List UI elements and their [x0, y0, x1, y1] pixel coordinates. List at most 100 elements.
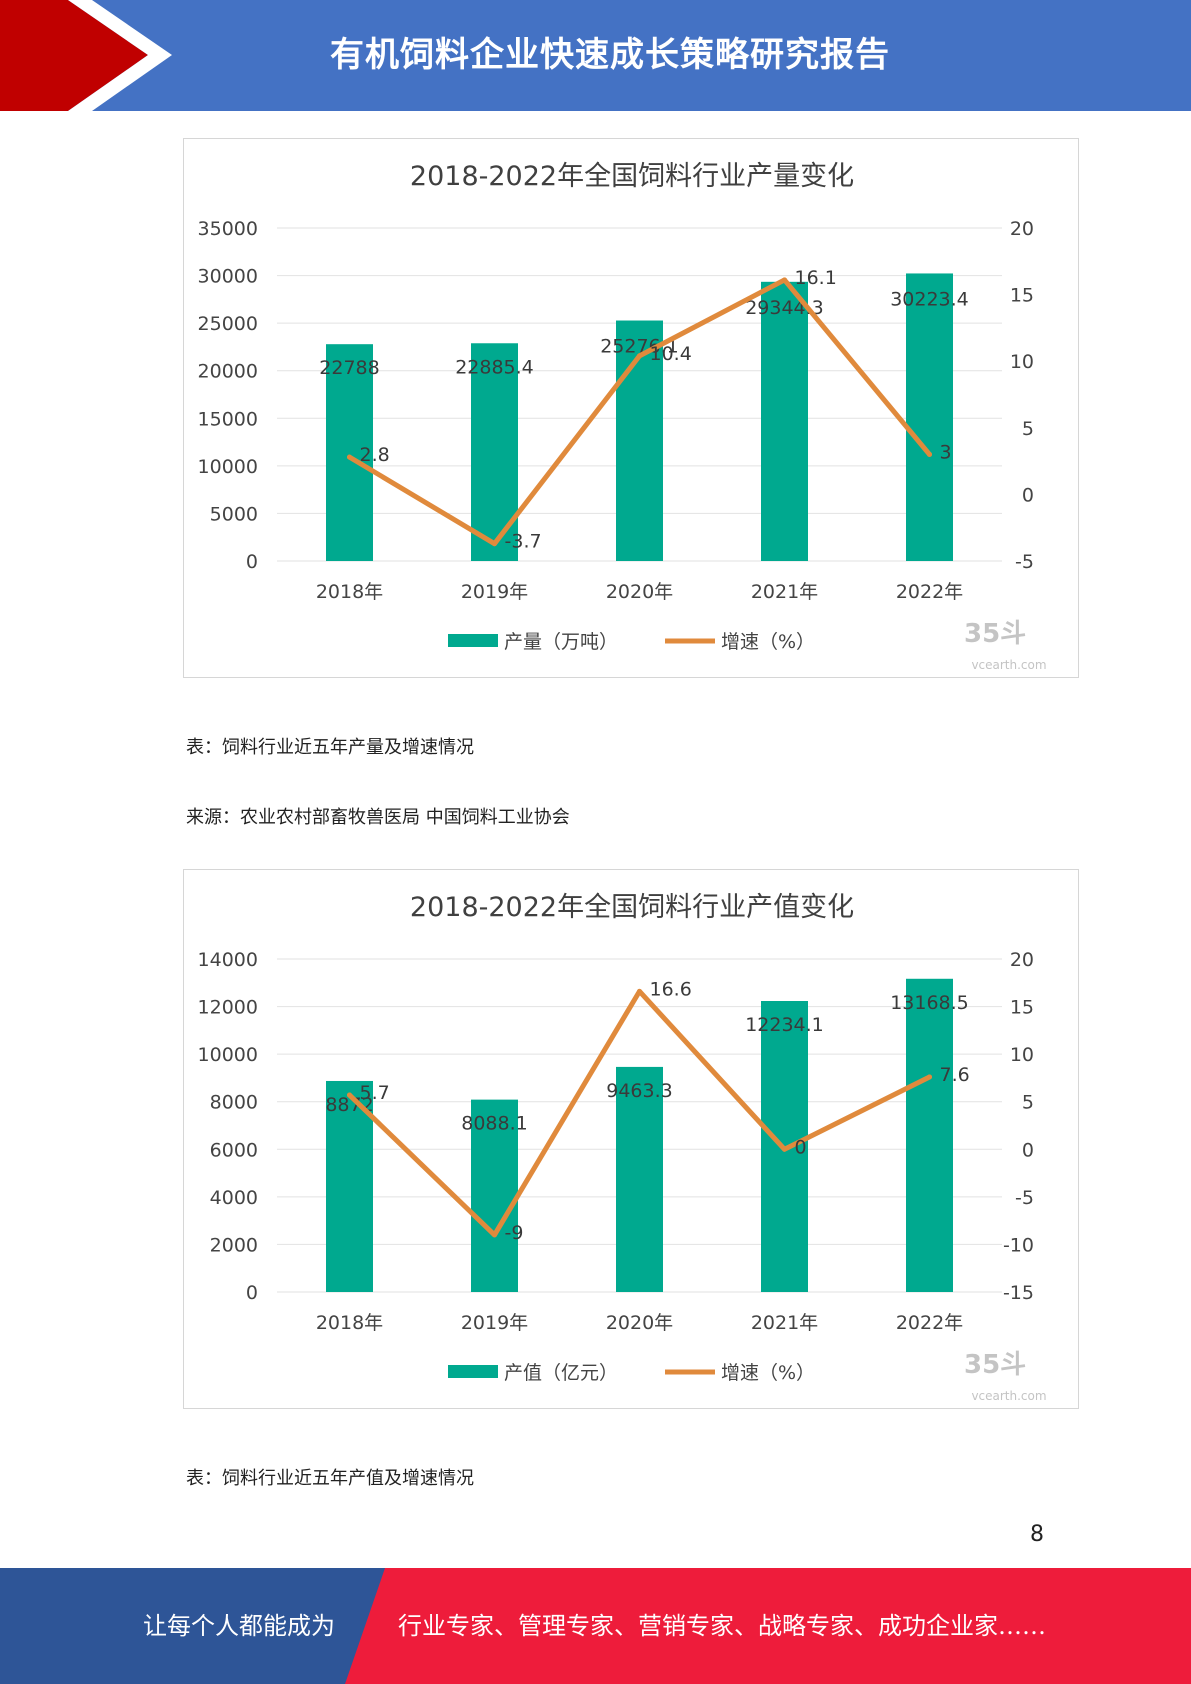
chart1-growth-data-label: 16.1 — [795, 267, 837, 289]
chart1-legend-line-label: 增速（%） — [721, 631, 815, 653]
chart2-right-tick-label: 10 — [1010, 1044, 1034, 1066]
chart1-category-label: 2022年 — [896, 581, 963, 603]
chart1-bar-data-label: 25276.1 — [600, 336, 679, 358]
output-value-chart: 2018-2022年全国饲料行业产值变化 0 2000 4000 6000 8000 100… — [183, 869, 1079, 1409]
report-footer: 让每个人都能成为 行业专家、管理专家、营销专家、战略专家、成功企业家…… — [0, 1568, 1191, 1684]
footer-slogan-right: 行业专家、管理专家、营销专家、战略专家、成功企业家…… — [398, 1612, 1046, 1640]
chart2-growth-data-label: -9 — [505, 1222, 524, 1244]
chart1-growth-data-label: 3 — [940, 441, 952, 463]
chart1-left-tick-label: 30000 — [198, 266, 258, 288]
chart2-growth-point — [927, 1074, 932, 1080]
chart2-growth-point — [782, 1146, 787, 1152]
chart2-bar-data-label: 8088.1 — [461, 1113, 527, 1135]
chart1-growth-data-label: 10.4 — [650, 343, 692, 365]
chart1-title: 2018-2022年全国饲料行业产量变化 — [410, 161, 854, 192]
chart2-growth-data-label: 5.7 — [360, 1082, 390, 1104]
chart1-bar-data-label: 30223.4 — [890, 288, 969, 310]
chart1-table-caption: 表：饲料行业近五年产量及增速情况 — [186, 737, 474, 758]
chart2-category-label: 2018年 — [316, 1312, 383, 1334]
chart1-growth-point — [347, 454, 352, 460]
production-chart-svg: 2018-2022年全国饲料行业产量变化 0 5000 10000 15000 20000… — [198, 161, 1047, 672]
chart1-left-tick-label: 10000 — [198, 456, 258, 478]
chart2-bar-data-label: 13168.5 — [890, 992, 969, 1014]
chart2-growth-data-label: 16.6 — [650, 978, 692, 1000]
footer-bands — [0, 1568, 1191, 1684]
chart2-right-tick-label: 0 — [1022, 1139, 1034, 1161]
chart1-category-label: 2018年 — [316, 581, 383, 603]
report-header: 有机饲料企业快速成长策略研究报告 — [0, 0, 1191, 111]
chart1-left-tick-label: 20000 — [198, 361, 258, 383]
chart1-bar — [906, 273, 953, 561]
chart1-bar-data-label: 22788 — [319, 357, 379, 379]
chart2-growth-data-label: 7.6 — [940, 1064, 970, 1086]
chart1-left-tick-label: 5000 — [210, 503, 258, 525]
chart2-left-tick-label: 4000 — [210, 1187, 258, 1209]
chart1-right-tick-label: 20 — [1010, 218, 1034, 240]
chart1-growth-data-label: 2.8 — [360, 444, 390, 466]
chart1-right-tick-label: 0 — [1022, 484, 1034, 506]
chart1-category-label: 2020年 — [606, 581, 673, 603]
production-chart: 2018-2022年全国饲料行业产量变化 0 5000 10000 15000 20000… — [183, 138, 1079, 678]
chart1-left-tick-label: 0 — [246, 551, 258, 573]
chart1-bar — [761, 281, 808, 561]
chart1-right-tick-label: -5 — [1015, 551, 1034, 573]
chart2-category-label: 2021年 — [751, 1312, 818, 1334]
footer-slogan-left: 让每个人都能成为 — [143, 1612, 335, 1640]
chart1-growth-point — [492, 541, 497, 547]
chart2-bar-data-label: 12234.1 — [745, 1014, 824, 1036]
chart2-right-tick-label: 15 — [1010, 997, 1034, 1019]
chart2-category-label: 2020年 — [606, 1312, 673, 1334]
chart2-watermark-url: vcearth.com — [971, 1389, 1046, 1403]
chart2-left-tick-label: 6000 — [210, 1139, 258, 1161]
chart1-bar — [326, 344, 373, 561]
chart2-left-tick-label: 12000 — [198, 997, 258, 1019]
chart2-bar — [906, 978, 953, 1292]
chart2-bar-data-label: 8872 — [325, 1094, 373, 1116]
chart2-right-tick-label: -15 — [1003, 1282, 1034, 1304]
chart2-left-tick-label: 10000 — [198, 1044, 258, 1066]
chart1-category-label: 2019年 — [461, 581, 528, 603]
chart2-bar — [326, 1080, 373, 1292]
chart2-growth-data-label: 0 — [795, 1136, 807, 1158]
chart1-source-caption: 来源：农业农村部畜牧兽医局 中国饲料工业协会 — [186, 807, 570, 828]
chart1-legend-bar-swatch — [448, 634, 498, 647]
chart1-right-tick-label: 5 — [1022, 418, 1034, 440]
report-title: 有机饲料企业快速成长策略研究报告 — [330, 35, 890, 75]
chart2-bar — [616, 1066, 663, 1292]
chart2-left-tick-label: 0 — [246, 1282, 258, 1304]
chart2-title: 2018-2022年全国饲料行业产值变化 — [410, 892, 854, 923]
chart2-legend-line-label: 增速（%） — [721, 1362, 815, 1384]
chart1-left-tick-label: 15000 — [198, 408, 258, 430]
chart1-growth-data-label: -3.7 — [505, 531, 542, 553]
chart2-left-tick-label: 14000 — [198, 949, 258, 971]
chart1-right-tick-label: 10 — [1010, 351, 1034, 373]
chart1-legend-bar-label: 产量（万吨） — [504, 631, 618, 653]
chart1-growth-point — [927, 451, 932, 457]
chart1-growth-point — [782, 277, 787, 283]
chart2-category-label: 2019年 — [461, 1312, 528, 1334]
chart1-watermark-url: vcearth.com — [971, 658, 1046, 672]
chart1-growth-point — [637, 353, 642, 359]
chart2-growth-point — [637, 988, 642, 994]
chart2-bar-data-label: 9463.3 — [606, 1080, 672, 1102]
output-value-chart-svg: 2018-2022年全国饲料行业产值变化02000400060008000100… — [198, 892, 1047, 1403]
chart2-category-label: 2022年 — [896, 1312, 963, 1334]
chart2-left-tick-label: 2000 — [210, 1234, 258, 1256]
chart2-right-tick-label: -10 — [1003, 1234, 1034, 1256]
chart2-growth-point — [492, 1232, 497, 1238]
chart2-table-caption: 表：饲料行业近五年产值及增速情况 — [186, 1468, 474, 1489]
chart2-legend-bar-label: 产值（亿元） — [504, 1362, 618, 1384]
chart1-bar-data-label: 22885.4 — [455, 356, 534, 378]
chart1-left-tick-label: 25000 — [198, 313, 258, 335]
chart1-bar — [616, 320, 663, 561]
chart1-left-tick-label: 35000 — [198, 218, 258, 240]
chart2-watermark-logo: 35斗 — [964, 1350, 1026, 1380]
header-chevron-graphic — [0, 0, 172, 111]
chart2-growth-point — [347, 1092, 352, 1098]
chart1-category-label: 2021年 — [751, 581, 818, 603]
page-number: 8 — [1030, 1522, 1044, 1547]
chart2-right-tick-label: 20 — [1010, 949, 1034, 971]
chart2-right-tick-label: 5 — [1022, 1092, 1034, 1114]
chart2-left-tick-label: 8000 — [210, 1092, 258, 1114]
chart1-watermark-logo: 35斗 — [964, 619, 1026, 649]
